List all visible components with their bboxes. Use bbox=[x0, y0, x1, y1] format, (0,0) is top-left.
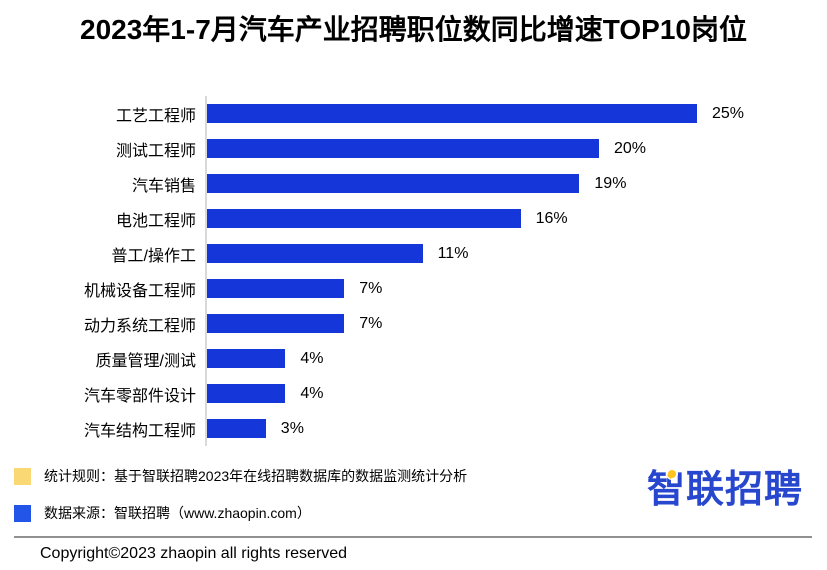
bar-rows: 工艺工程师 25% 测试工程师 20% 汽车销售 19% 电池工程师 16% 普工/操作工 11%… bbox=[0, 96, 827, 446]
value-label: 4% bbox=[300, 349, 324, 367]
footer-legend: 统计规则：基于智联招聘2023年在线招聘数据库的数据监测统计分析 数据来源：智联… bbox=[14, 466, 467, 540]
bar-row: 质量管理/测试 4% bbox=[0, 341, 827, 376]
bar bbox=[207, 349, 286, 368]
bar-row: 电池工程师 16% bbox=[0, 201, 827, 236]
bar bbox=[207, 104, 697, 123]
logo-first-char: 智 bbox=[646, 469, 686, 511]
bar bbox=[207, 419, 266, 438]
bar bbox=[207, 174, 580, 193]
bar bbox=[207, 244, 423, 263]
value-label: 11% bbox=[437, 244, 469, 262]
bar bbox=[207, 384, 286, 403]
bar-track: 25% bbox=[205, 96, 827, 131]
y-axis-line bbox=[205, 96, 207, 446]
copyright-text: Copyright©2023 zhaopin all rights reserv… bbox=[40, 545, 348, 562]
legend-item-source: 数据来源：智联招聘（www.zhaopin.com） bbox=[14, 503, 467, 523]
legend-item-rules: 统计规则：基于智联招聘2023年在线招聘数据库的数据监测统计分析 bbox=[14, 466, 467, 486]
bar-track: 7% bbox=[205, 271, 827, 306]
value-label: 16% bbox=[535, 209, 568, 227]
bar bbox=[207, 279, 345, 298]
category-label: 汽车结构工程师 bbox=[83, 422, 196, 440]
bar-track: 7% bbox=[205, 306, 827, 341]
bar-track: 4% bbox=[205, 376, 827, 411]
value-label: 7% bbox=[359, 314, 383, 332]
bar-row: 汽车销售 19% bbox=[0, 166, 827, 201]
bar-row: 动力系统工程师 7% bbox=[0, 306, 827, 341]
bar-row: 工艺工程师 25% bbox=[0, 96, 827, 131]
footer-divider bbox=[14, 536, 812, 538]
value-label: 3% bbox=[280, 419, 304, 437]
category-label: 普工/操作工 bbox=[111, 247, 196, 265]
bar-track: 3% bbox=[205, 411, 827, 446]
category-label: 测试工程师 bbox=[115, 142, 196, 160]
category-label: 动力系统工程师 bbox=[83, 317, 196, 335]
legend-text: 统计规则：基于智联招聘2023年在线招聘数据库的数据监测统计分析 bbox=[44, 468, 468, 484]
category-label: 汽车零部件设计 bbox=[83, 387, 196, 405]
category-label: 机械设备工程师 bbox=[83, 282, 196, 300]
value-label: 4% bbox=[300, 384, 324, 402]
category-label: 电池工程师 bbox=[115, 212, 196, 230]
location-pin-icon bbox=[667, 470, 676, 478]
bar bbox=[207, 209, 521, 228]
category-label: 质量管理/测试 bbox=[95, 352, 196, 370]
bar-row: 机械设备工程师 7% bbox=[0, 271, 827, 306]
blue-swatch-icon bbox=[14, 504, 31, 522]
bar-track: 11% bbox=[205, 236, 827, 271]
value-label: 7% bbox=[359, 279, 383, 297]
bar-track: 16% bbox=[205, 201, 827, 236]
bar-track: 20% bbox=[205, 131, 827, 166]
chart-title: 2023年1-7月汽车产业招聘职位数同比增速TOP10岗位 bbox=[80, 14, 747, 45]
value-label: 25% bbox=[712, 104, 745, 122]
value-label: 19% bbox=[594, 174, 627, 192]
legend-text: 数据来源：智联招聘（www.zhaopin.com） bbox=[44, 505, 311, 521]
zhaopin-logo: 智 联招聘 bbox=[646, 469, 803, 512]
bar-track: 4% bbox=[205, 341, 827, 376]
bar bbox=[207, 139, 599, 158]
bar-row: 汽车结构工程师 3% bbox=[0, 411, 827, 446]
bar-track: 19% bbox=[205, 166, 827, 201]
logo-rest-text: 联招聘 bbox=[685, 469, 803, 511]
category-label: 工艺工程师 bbox=[115, 107, 196, 125]
value-label: 20% bbox=[614, 139, 647, 157]
yellow-swatch-icon bbox=[14, 467, 31, 485]
bar bbox=[207, 314, 345, 333]
bar-chart: 工艺工程师 25% 测试工程师 20% 汽车销售 19% 电池工程师 16% 普工/操作工 11%… bbox=[0, 96, 827, 446]
bar-row: 汽车零部件设计 4% bbox=[0, 376, 827, 411]
bar-row: 测试工程师 20% bbox=[0, 131, 827, 166]
category-label: 汽车销售 bbox=[131, 177, 196, 195]
bar-row: 普工/操作工 11% bbox=[0, 236, 827, 271]
